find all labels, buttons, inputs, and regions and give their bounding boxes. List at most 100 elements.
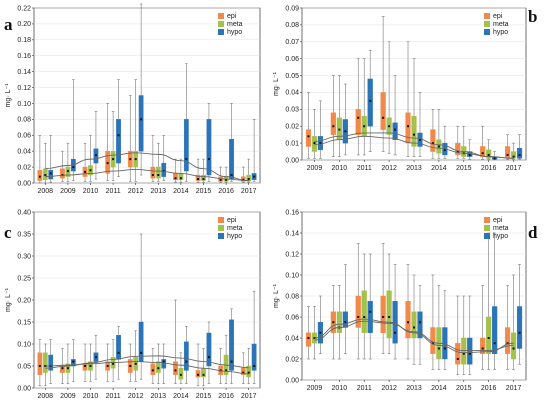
- epi-box: [405, 301, 411, 339]
- y-tick-label: 0.22: [17, 5, 31, 12]
- legend-label-hypo: hypo: [493, 29, 508, 36]
- x-tick-label: 2010: [332, 385, 348, 392]
- x-tick-label: 2017: [241, 188, 257, 195]
- meta-box: [178, 368, 184, 380]
- legend-swatch-hypo: [484, 233, 490, 239]
- y-tick-label: 0.08: [17, 117, 31, 124]
- legend-swatch-hypo: [218, 29, 224, 35]
- epi-box: [504, 146, 511, 159]
- x-tick-label: 2013: [406, 385, 422, 392]
- epi-median-marker: [151, 369, 154, 372]
- epi-box: [60, 168, 65, 179]
- legend-swatch-epi: [484, 217, 490, 223]
- epi-box: [37, 352, 43, 375]
- legend-label-epi: epi: [227, 217, 237, 224]
- epi-box: [455, 142, 461, 156]
- epi-median-marker: [84, 365, 87, 367]
- x-tick-label: 2011: [106, 188, 121, 195]
- epi-box: [455, 343, 461, 365]
- hypo-box: [367, 301, 373, 333]
- y-tick-label: 0.06: [17, 133, 31, 140]
- y-tick-label: 0.02: [285, 356, 299, 363]
- y-tick-label: 0.16: [285, 209, 299, 216]
- hypo-box: [229, 139, 234, 180]
- epi-median-marker: [481, 347, 484, 350]
- x-tick-label: 2015: [196, 393, 212, 400]
- hypo-median-marker: [468, 352, 471, 355]
- x-tick-label: 2014: [173, 188, 189, 195]
- hypo-median-marker: [493, 342, 496, 345]
- hypo-median-marker: [185, 360, 188, 363]
- meta-median-marker: [247, 178, 250, 181]
- legend-label-epi: epi: [227, 13, 237, 20]
- meta-median-marker: [487, 153, 490, 156]
- hypo-median-marker: [468, 153, 471, 156]
- y-tick-label: 0.01: [285, 140, 299, 147]
- hypo-box: [492, 306, 498, 354]
- hypo-median-marker: [369, 99, 372, 102]
- hypo-median-marker: [253, 365, 256, 367]
- hypo-box: [206, 332, 212, 367]
- epi-median-marker: [106, 162, 109, 165]
- hypo-box: [467, 337, 473, 365]
- hypo-box: [342, 311, 348, 328]
- meta-median-marker: [512, 155, 515, 158]
- meta-median-marker: [512, 347, 515, 350]
- trend-curve: [314, 135, 514, 159]
- meta-box: [42, 352, 48, 373]
- hypo-median-marker: [493, 157, 496, 160]
- hypo-median-marker: [319, 142, 322, 145]
- hypo-median-marker: [117, 351, 120, 354]
- meta-box: [246, 365, 252, 378]
- panel-b: b 0.00 0.01 0.02 0.03 0.04 0.05 0.06 0.07 0.08 0.0…: [273, 5, 537, 172]
- meta-median-marker: [338, 128, 341, 131]
- meta-median-marker: [157, 174, 160, 177]
- hypo-box: [183, 119, 189, 172]
- legend-label-meta: meta: [227, 21, 243, 28]
- epi-box: [82, 363, 88, 371]
- x-tick-label: 2014: [173, 393, 189, 400]
- hypo-median-marker: [94, 154, 97, 157]
- meta-box: [461, 337, 467, 365]
- epi-box: [195, 174, 201, 181]
- meta-median-marker: [179, 177, 182, 180]
- x-tick-label: 2012: [128, 188, 144, 195]
- epi-median-marker: [407, 321, 410, 324]
- hypo-box: [161, 162, 167, 177]
- hypo-box: [161, 359, 167, 369]
- hypo-box: [48, 354, 54, 371]
- y-axis-label: mg· L⁻¹: [5, 83, 12, 108]
- epi-median-marker: [382, 116, 385, 119]
- meta-median-marker: [44, 174, 47, 177]
- epi-box: [305, 332, 312, 347]
- y-tick-label: 0.00: [285, 377, 299, 384]
- meta-box: [411, 311, 417, 339]
- y-tick-label: 0.12: [17, 85, 31, 92]
- hypo-box: [516, 306, 523, 349]
- y-tick-label: 0.20: [17, 297, 31, 304]
- hypo-median-marker: [319, 331, 322, 334]
- hypo-box: [116, 119, 121, 164]
- meta-box: [155, 166, 161, 179]
- epi-box: [330, 112, 336, 135]
- y-tick-label: 0.08: [285, 22, 299, 29]
- hypo-median-marker: [443, 148, 446, 151]
- panel-d: d 0.00 0.02 0.04 0.06 0.08 0.10 0.12 0.14 0.16 mg·…: [273, 209, 538, 392]
- y-tick-label: 0.07: [285, 39, 299, 46]
- hypo-median-marker: [207, 158, 210, 161]
- meta-box: [201, 174, 206, 181]
- panel-letter: c: [4, 223, 12, 242]
- hypo-median-marker: [185, 158, 188, 161]
- hypo-median-marker: [49, 172, 52, 175]
- hypo-box: [417, 311, 423, 339]
- meta-box: [336, 311, 342, 333]
- y-tick-label: 0.14: [285, 230, 299, 237]
- meta-median-marker: [363, 125, 366, 128]
- x-tick-label: 2016: [218, 393, 234, 400]
- x-tick-label: 2009: [307, 385, 323, 392]
- epi-box: [60, 365, 65, 373]
- meta-box: [486, 316, 492, 354]
- epi-median-marker: [307, 337, 310, 339]
- epi-box: [480, 337, 486, 354]
- panel-letter: b: [528, 7, 537, 26]
